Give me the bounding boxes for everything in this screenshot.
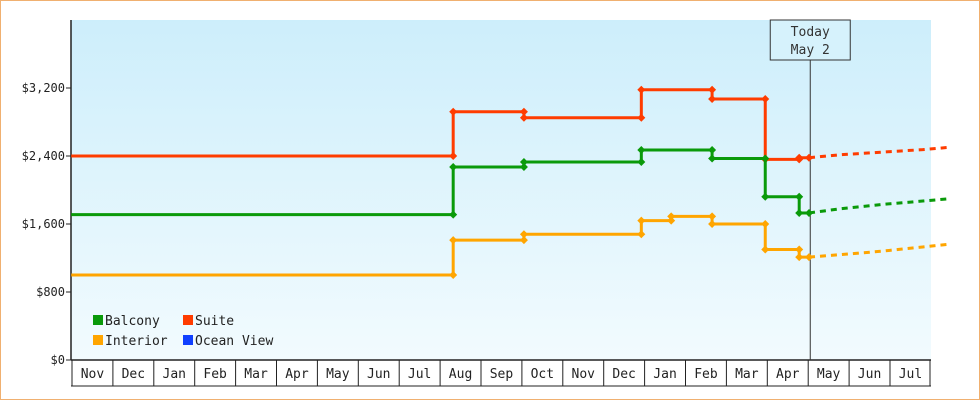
data-point-suite[interactable] (519, 107, 528, 116)
data-point-balcony[interactable] (708, 146, 717, 155)
y-tick-label: $0 (51, 353, 65, 367)
x-month-label: Nov (572, 367, 596, 382)
x-month-label: Feb (694, 367, 718, 382)
data-point-interior[interactable] (761, 245, 770, 254)
x-month-label: Mar (735, 367, 759, 382)
x-month-label: Jun (367, 367, 390, 382)
data-point-balcony[interactable] (761, 192, 770, 201)
data-point-interior[interactable] (449, 236, 458, 245)
data-point-balcony[interactable] (805, 208, 814, 217)
y-tick-label: $800 (36, 285, 65, 299)
x-month-label: Jan (163, 367, 186, 382)
data-point-suite[interactable] (761, 95, 770, 104)
data-point-interior[interactable] (761, 220, 770, 228)
series-forecast-balcony (808, 197, 948, 215)
legend-label-suite[interactable]: Suite (195, 314, 234, 329)
data-point-balcony[interactable] (795, 208, 804, 217)
data-point-suite[interactable] (795, 153, 804, 162)
data-point-suite[interactable] (449, 107, 458, 116)
data-point-interior[interactable] (667, 212, 676, 221)
data-point-interior[interactable] (637, 230, 646, 239)
series-line-suite (71, 88, 810, 161)
data-point-balcony[interactable] (519, 157, 528, 166)
series-line-balcony (71, 148, 810, 217)
data-point-suite[interactable] (449, 152, 458, 160)
x-month-label: Feb (203, 367, 227, 382)
data-point-balcony[interactable] (449, 163, 458, 172)
data-point-balcony[interactable] (519, 163, 528, 172)
plot-background (71, 20, 931, 360)
data-point-interior[interactable] (795, 253, 804, 262)
y-tick-label: $3,200 (22, 81, 65, 95)
legend-swatch-interior (93, 335, 103, 345)
x-month-label: Aug (449, 367, 472, 382)
data-point-interior[interactable] (449, 271, 458, 279)
x-month-label: Dec (612, 367, 635, 382)
data-point-interior[interactable] (805, 253, 814, 262)
today-marker: Today May 2 (769, 19, 851, 360)
data-point-interior[interactable] (708, 220, 717, 228)
legend-swatch-balcony (93, 315, 103, 325)
x-month-label: Mar (244, 367, 268, 382)
data-point-balcony[interactable] (795, 192, 804, 201)
x-month-label: Dec (122, 367, 145, 382)
series-forecast-suite (808, 146, 948, 160)
today-date-label: May 2 (791, 43, 830, 58)
legend-label-ocean-view[interactable]: Ocean View (195, 334, 273, 349)
series-forecast-interior (808, 242, 948, 259)
x-month-label: May (817, 367, 841, 382)
x-month-label: Jan (653, 367, 676, 382)
x-month-label: Sep (490, 367, 514, 382)
x-month-label: May (326, 367, 350, 382)
data-point-balcony[interactable] (761, 154, 770, 163)
legend-label-interior[interactable]: Interior (105, 334, 168, 349)
data-point-interior[interactable] (519, 230, 528, 239)
data-point-interior[interactable] (519, 236, 528, 245)
data-point-suite[interactable] (519, 113, 528, 122)
x-month-label: Apr (285, 367, 309, 382)
data-point-interior[interactable] (708, 212, 717, 221)
data-point-interior[interactable] (667, 216, 676, 225)
data-point-suite[interactable] (637, 85, 646, 94)
y-tick-label: $2,400 (22, 149, 65, 163)
x-month-label: Jun (858, 367, 881, 382)
data-point-balcony[interactable] (637, 146, 646, 155)
data-point-balcony[interactable] (449, 210, 458, 219)
data-point-interior[interactable] (637, 216, 646, 225)
x-axis: Nov Dec Jan Feb Mar Apr May Jun Jul Aug Sep Oct Nov D… (71, 359, 931, 387)
data-point-suite[interactable] (805, 153, 814, 162)
y-axis: $0 $800 $1,600 $2,400 $3,200 (22, 20, 72, 367)
legend-label-balcony[interactable]: Balcony (105, 314, 160, 329)
x-month-label: Nov (81, 367, 105, 382)
x-month-label: Jul (899, 367, 922, 382)
today-box (769, 19, 851, 61)
x-month-label: Oct (531, 367, 554, 382)
legend: Balcony Suite Interior Ocean View (93, 314, 273, 349)
data-point-balcony[interactable] (637, 157, 646, 166)
data-point-suite[interactable] (637, 113, 646, 122)
data-point-suite[interactable] (708, 85, 717, 94)
series-layer (71, 85, 948, 279)
data-point-balcony[interactable] (708, 154, 717, 163)
legend-swatch-ocean-view (183, 335, 193, 345)
data-point-suite[interactable] (708, 95, 717, 104)
y-tick-label: $1,600 (22, 217, 65, 231)
x-month-label: Jul (408, 367, 431, 382)
today-label: Today (791, 25, 830, 40)
x-month-label: Apr (776, 367, 800, 382)
legend-swatch-suite (183, 315, 193, 325)
data-point-interior[interactable] (795, 245, 804, 254)
